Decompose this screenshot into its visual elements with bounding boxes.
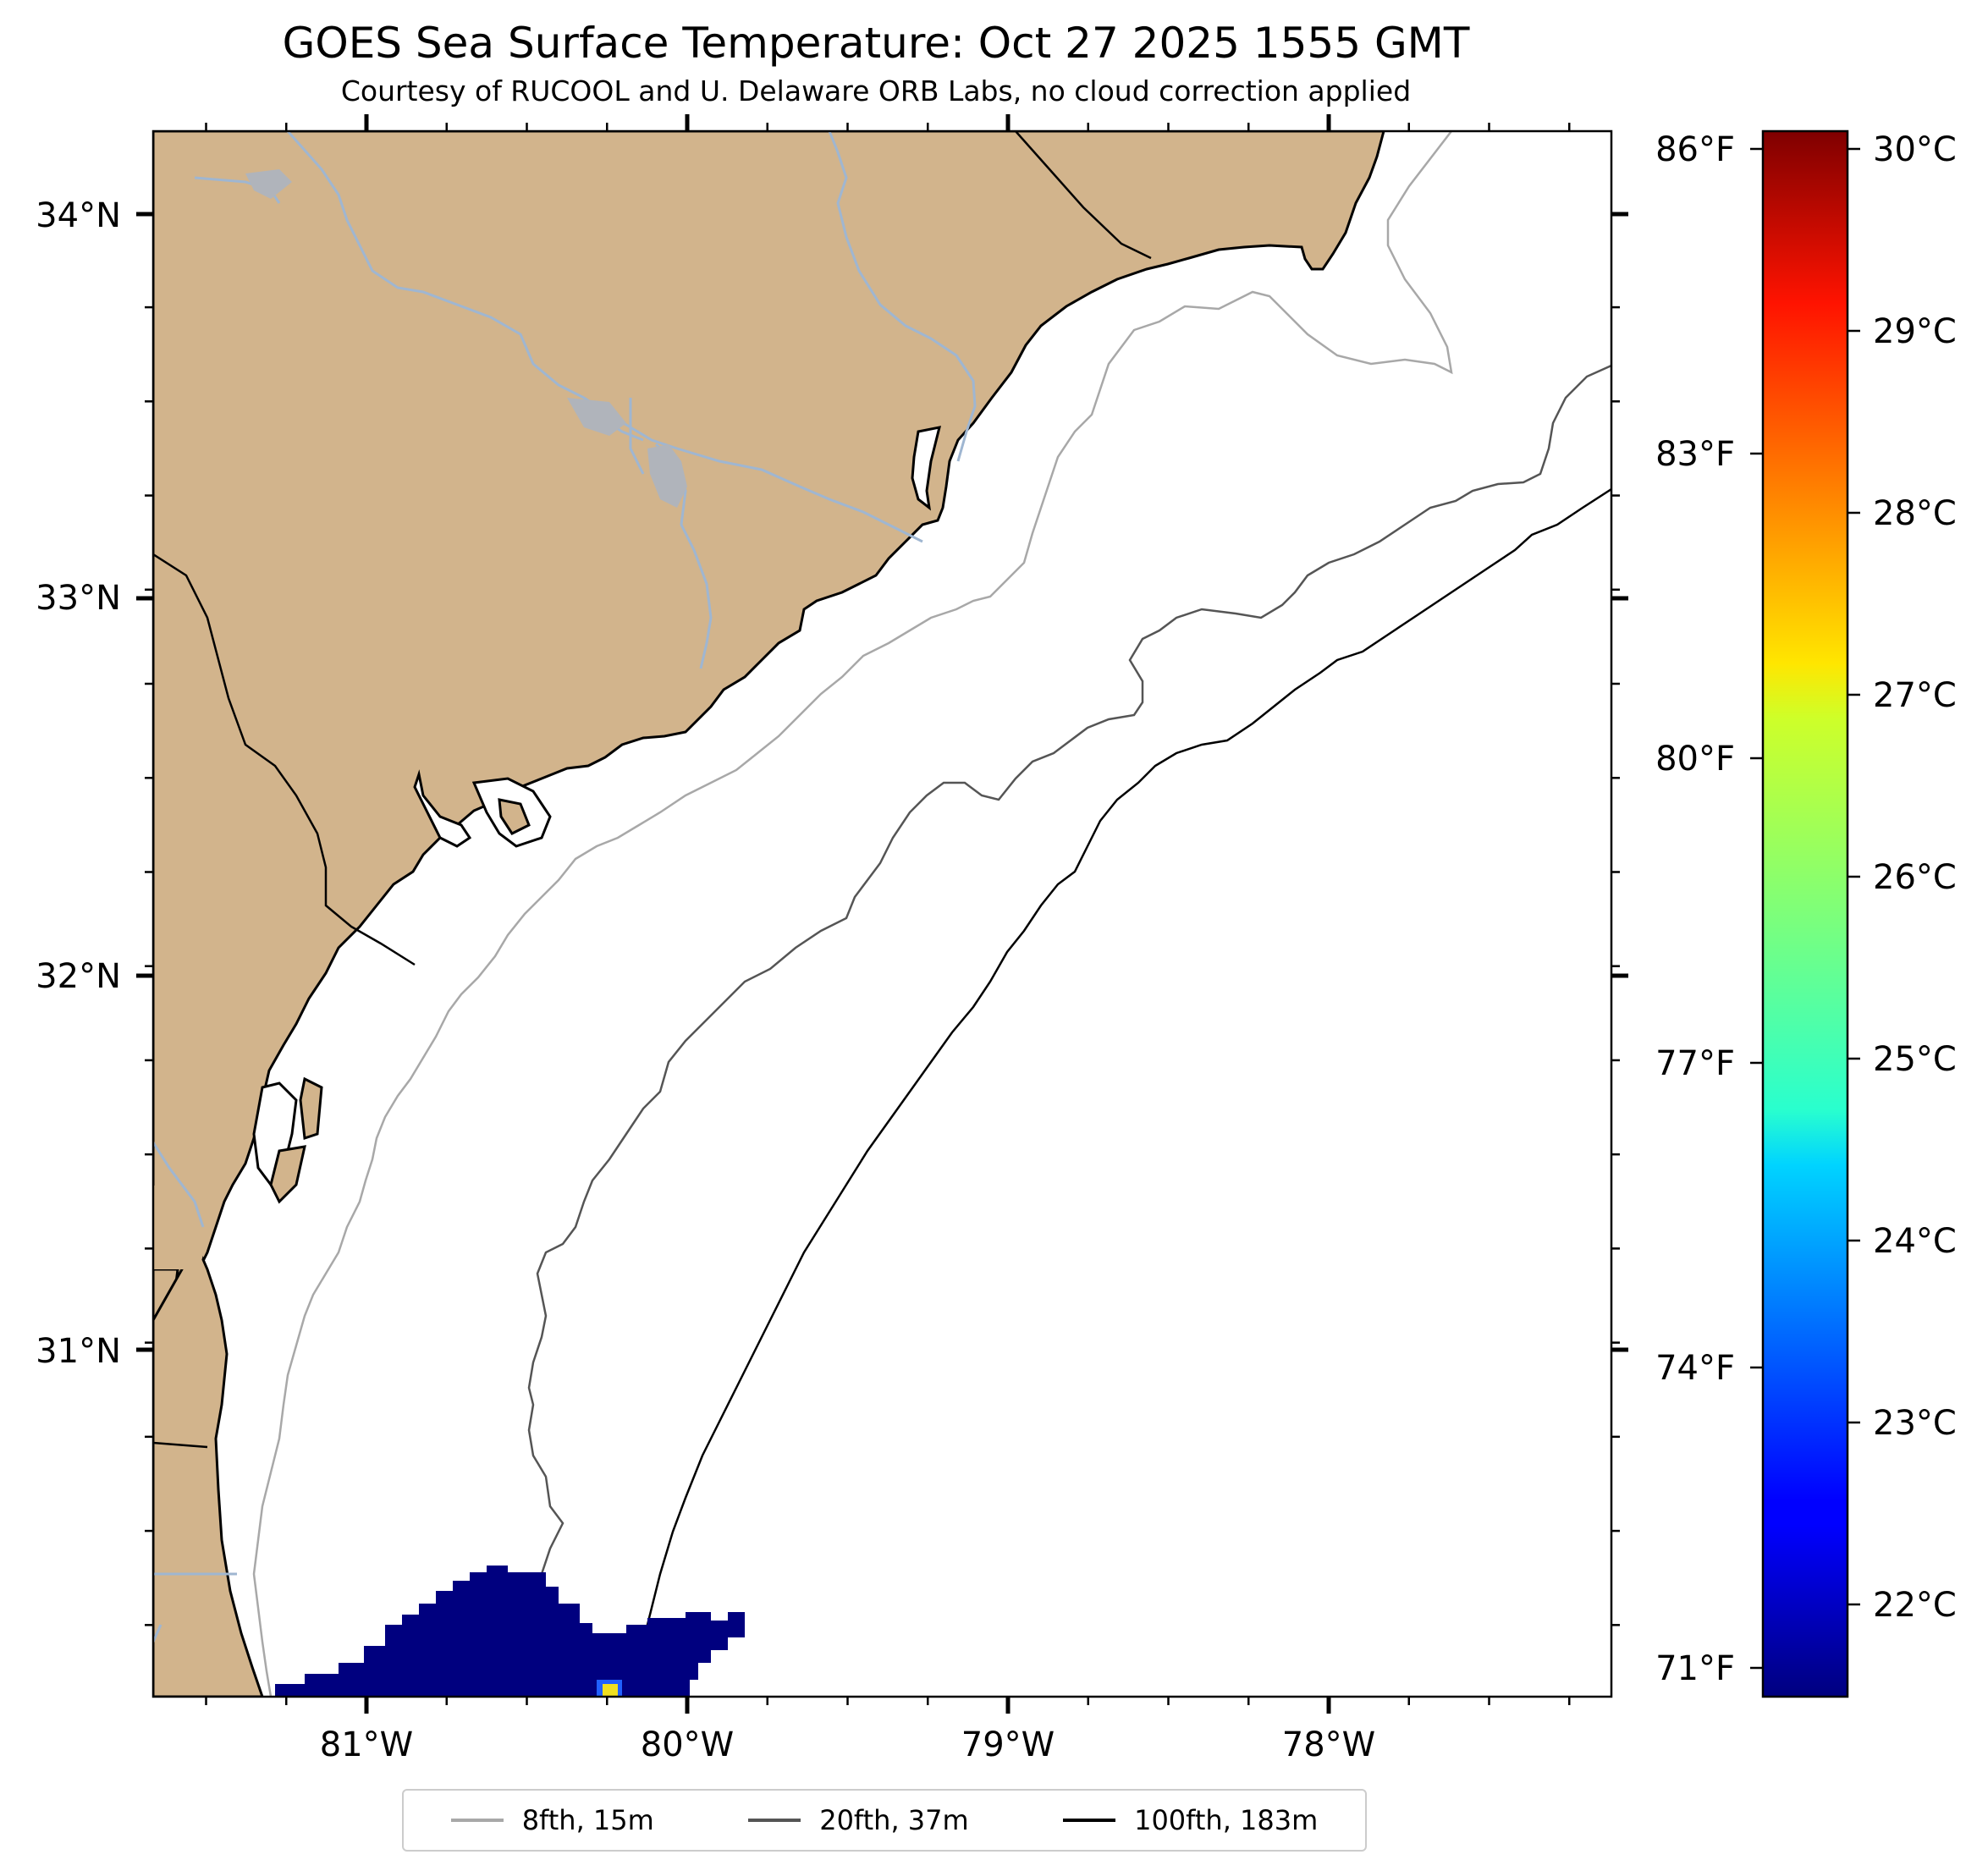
c-label-24: 24°C	[1873, 1222, 1957, 1261]
lat-labels: 34°N 33°N 32°N 31°N	[36, 196, 121, 1371]
sound	[413, 769, 472, 848]
f-label-77: 77°F	[1655, 1044, 1735, 1083]
sst-patch-hot	[603, 1684, 618, 1697]
f-label-71: 71°F	[1655, 1649, 1735, 1688]
island	[498, 798, 531, 835]
colorbar-ticks	[1750, 147, 1860, 1670]
isobath-20fth	[493, 364, 1611, 1697]
lat-label-31: 31°N	[36, 1332, 121, 1371]
f-label-86: 86°F	[1655, 130, 1735, 169]
c-label-23: 23°C	[1873, 1404, 1957, 1443]
legend-line-20fth	[748, 1819, 801, 1822]
c-label-30: 30°C	[1873, 130, 1957, 169]
legend-label-20fth: 20fth, 37m	[819, 1804, 969, 1836]
island-2	[269, 1145, 306, 1204]
legend-line-100fth	[1063, 1819, 1116, 1822]
lake	[647, 444, 687, 508]
legend-entry-8fth: 8fth, 15m	[450, 1804, 654, 1836]
lat-label-33: 33°N	[36, 579, 121, 618]
f-label-83: 83°F	[1655, 435, 1735, 474]
isobath-100fth	[631, 487, 1611, 1697]
lon-label-80: 80°W	[641, 1725, 734, 1764]
axis-ticks	[136, 114, 1628, 1714]
lake-2	[567, 398, 626, 436]
isobath-8fth	[252, 131, 1453, 1697]
lon-label-81: 81°W	[320, 1725, 413, 1764]
fahrenheit-labels: 86°F 83°F 80°F 77°F 74°F 71°F	[1655, 130, 1735, 1688]
legend-entry-100fth: 100fth, 183m	[1063, 1804, 1318, 1836]
isobath-legend: 8fth, 15m 20fth, 37m 100fth, 183m	[402, 1789, 1367, 1852]
lon-label-79: 79°W	[961, 1725, 1055, 1764]
lake-3	[245, 169, 292, 199]
lon-labels: 81°W 80°W 79°W 78°W	[320, 1725, 1375, 1764]
c-label-22: 22°C	[1873, 1586, 1957, 1625]
f-label-74: 74°F	[1655, 1349, 1735, 1388]
c-label-25: 25°C	[1873, 1040, 1957, 1079]
island-3	[299, 1076, 323, 1141]
celsius-labels: 30°C 29°C 28°C 27°C 26°C 25°C 24°C 23°C …	[1873, 130, 1957, 1625]
state-borders	[153, 131, 1152, 1449]
lon-label-78: 78°W	[1282, 1725, 1375, 1764]
c-label-28: 28°C	[1873, 494, 1957, 533]
sst-patch	[275, 1566, 745, 1697]
lat-label-32: 32°N	[36, 957, 121, 996]
map-title: GOES Sea Surface Temperature: Oct 27 202…	[282, 19, 1470, 68]
c-label-26: 26°C	[1873, 858, 1957, 897]
legend-label-8fth: 8fth, 15m	[521, 1804, 654, 1836]
c-label-27: 27°C	[1873, 676, 1957, 715]
map-frame	[151, 129, 1613, 1698]
f-label-80: 80°F	[1655, 740, 1735, 779]
map-subtitle: Courtesy of RUCOOL and U. Delaware ORB L…	[340, 74, 1412, 107]
lat-label-34: 34°N	[36, 196, 121, 235]
legend-entry-20fth: 20fth, 37m	[748, 1804, 969, 1836]
legend-line-8fth	[450, 1819, 504, 1822]
land-fill	[153, 1185, 212, 1269]
colorbar	[1761, 129, 1849, 1698]
legend-label-100fth: 100fth, 183m	[1134, 1804, 1319, 1836]
inlet	[911, 426, 942, 511]
c-label-29: 29°C	[1873, 312, 1957, 351]
land-georgia	[153, 1241, 264, 1697]
